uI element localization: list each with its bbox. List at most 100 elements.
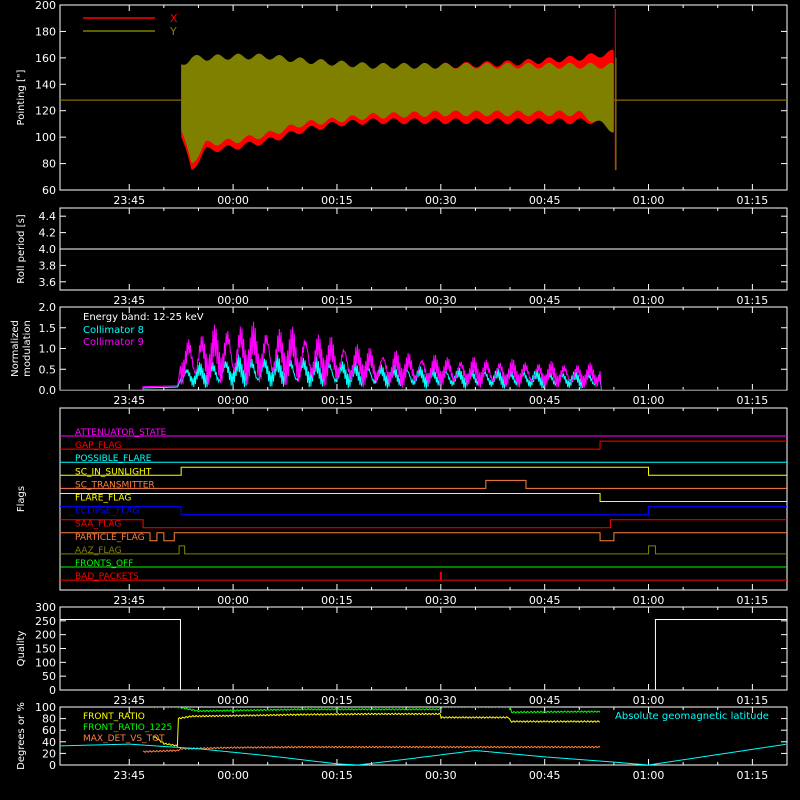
y-tick-label: 0 <box>49 684 56 697</box>
x-tick-label: 00:30 <box>425 594 457 607</box>
x-tick-label: 00:45 <box>529 194 561 207</box>
flag-label: SAA_FLAG <box>75 520 121 530</box>
flag-line-8 <box>60 532 787 542</box>
y-tick-label: 4.0 <box>39 243 57 256</box>
legend-label: FRONT_RATIO <box>83 712 145 722</box>
x-tick-label: 00:00 <box>217 294 249 307</box>
x-tick-label: 23:45 <box>113 694 145 707</box>
panel-frame <box>59 4 788 191</box>
x-tick-label: 23:45 <box>113 194 145 207</box>
y-axis-label: Degrees or % <box>16 702 27 770</box>
y-tick-label: 0 <box>49 759 56 772</box>
y-tick-label: 4.2 <box>39 227 57 240</box>
y-tick-label: 250 <box>35 615 56 628</box>
panel-1: 23:45 00:00 00:15 00:30 00:45 01:00 01:15 3.6 3.… <box>16 207 788 307</box>
x-tick-label: 00:30 <box>425 769 457 782</box>
x-tick-label: 00:30 <box>425 394 457 407</box>
y-tick-label: 100 <box>35 701 56 714</box>
flag-line-7 <box>60 519 787 529</box>
y-axis-label: Normalized <box>10 320 21 377</box>
y-tick-label: 2.0 <box>39 301 57 314</box>
energy-band-annotation: Energy band: 12-25 keV <box>83 312 204 323</box>
y-tick-label: 150 <box>35 643 56 656</box>
y-tick-label: 300 <box>35 601 56 614</box>
ratio-series-3 <box>60 743 787 765</box>
flag-label: POSSIBLE_FLARE <box>75 454 152 464</box>
flag-label: GAP_FLAG <box>75 441 121 451</box>
plot-area <box>60 435 787 581</box>
y-tick-label: 160 <box>35 52 56 65</box>
x-tick-label: 00:15 <box>321 594 353 607</box>
legend-label: X <box>170 12 178 25</box>
x-tick-label: 01:15 <box>737 694 769 707</box>
y-tick-label: 3.8 <box>39 259 57 272</box>
flag-label: SC_IN_SUNLIGHT <box>75 467 152 477</box>
plot-area <box>60 321 787 390</box>
y-axis-label: Flags <box>16 486 27 512</box>
panel-5: 23:45 00:00 00:15 00:30 00:45 01:00 01:15 02040… <box>16 701 788 782</box>
modulation-series-0 <box>60 354 787 390</box>
ratio-series-0 <box>153 712 601 748</box>
panel-2: 23:45 00:00 00:15 00:30 00:45 01:00 01:15 0.0 0.… <box>10 301 788 407</box>
y-tick-label: 100 <box>35 656 56 669</box>
legend-label: Collimator 8 <box>83 325 144 336</box>
flag-line-6 <box>60 506 787 516</box>
legend-label: Y <box>169 25 177 38</box>
x-tick-label: 01:00 <box>633 694 665 707</box>
panel-frame <box>59 706 788 766</box>
y-tick-label: 180 <box>35 25 56 38</box>
modulation-series-1 <box>60 321 787 390</box>
y-tick-label: 80 <box>42 158 56 171</box>
x-tick-label: 00:45 <box>529 769 561 782</box>
x-tick-label: 23:45 <box>113 769 145 782</box>
x-tick-label: 00:45 <box>529 594 561 607</box>
x-tick-label: 00:45 <box>529 694 561 707</box>
flag-line-5 <box>60 493 787 502</box>
x-tick-label: 00:30 <box>425 694 457 707</box>
ratio-series-1 <box>153 707 601 714</box>
flag-line-9 <box>60 545 787 555</box>
y-tick-label: 50 <box>42 670 56 683</box>
x-tick-label: 00:30 <box>425 194 457 207</box>
x-tick-label: 01:00 <box>633 769 665 782</box>
y-axis-label: Quality <box>16 631 27 667</box>
x-tick-label: 23:45 <box>113 394 145 407</box>
x-tick-label: 23:45 <box>113 294 145 307</box>
flag-label: BAD_PACKETS <box>75 572 139 582</box>
y-tick-label: 200 <box>35 0 56 12</box>
legend-label: MAX_DET_VS_TOT <box>83 734 165 744</box>
flag-label: FRONTS_OFF <box>75 559 133 569</box>
y-tick-label: 1.0 <box>39 343 57 356</box>
x-tick-label: 00:15 <box>321 694 353 707</box>
x-tick-label: 00:00 <box>217 594 249 607</box>
plot-area <box>60 707 787 765</box>
y-tick-label: 120 <box>35 105 56 118</box>
x-tick-label: 00:00 <box>217 694 249 707</box>
y-tick-label: 100 <box>35 131 56 144</box>
y-axis-label: modulation <box>22 320 33 377</box>
y-tick-label: 4.4 <box>39 210 57 223</box>
y-tick-label: 1.5 <box>39 322 57 335</box>
panel-0: 23:45 00:00 00:15 00:30 00:45 01:00 01:15 60 80 1… <box>16 0 788 207</box>
y-tick-label: 80 <box>42 713 56 726</box>
flag-label: SC_TRANSMITTER <box>75 480 155 490</box>
x-tick-label: 00:00 <box>217 194 249 207</box>
x-tick-label: 01:00 <box>633 594 665 607</box>
y-tick-label: 140 <box>35 78 56 91</box>
x-tick-label: 00:45 <box>529 394 561 407</box>
y-tick-label: 3.6 <box>39 276 57 289</box>
legend-label: FRONT_RATIO_1225 <box>83 723 172 733</box>
pointing-band-Y <box>181 53 614 164</box>
flag-label: ECLIPSE_FLAG <box>75 507 139 517</box>
x-tick-label: 00:30 <box>425 294 457 307</box>
x-tick-label: 01:15 <box>737 394 769 407</box>
flag-label: ATTENUATOR_STATE <box>75 428 167 438</box>
flag-label: PARTICLE_FLAG <box>75 533 145 543</box>
y-tick-label: 60 <box>42 724 56 737</box>
y-tick-label: 60 <box>42 184 56 197</box>
x-tick-label: 01:15 <box>737 194 769 207</box>
y-tick-label: 200 <box>35 629 56 642</box>
ratio-series-2 <box>142 745 601 753</box>
flag-label: AAZ_FLAG <box>75 546 122 556</box>
